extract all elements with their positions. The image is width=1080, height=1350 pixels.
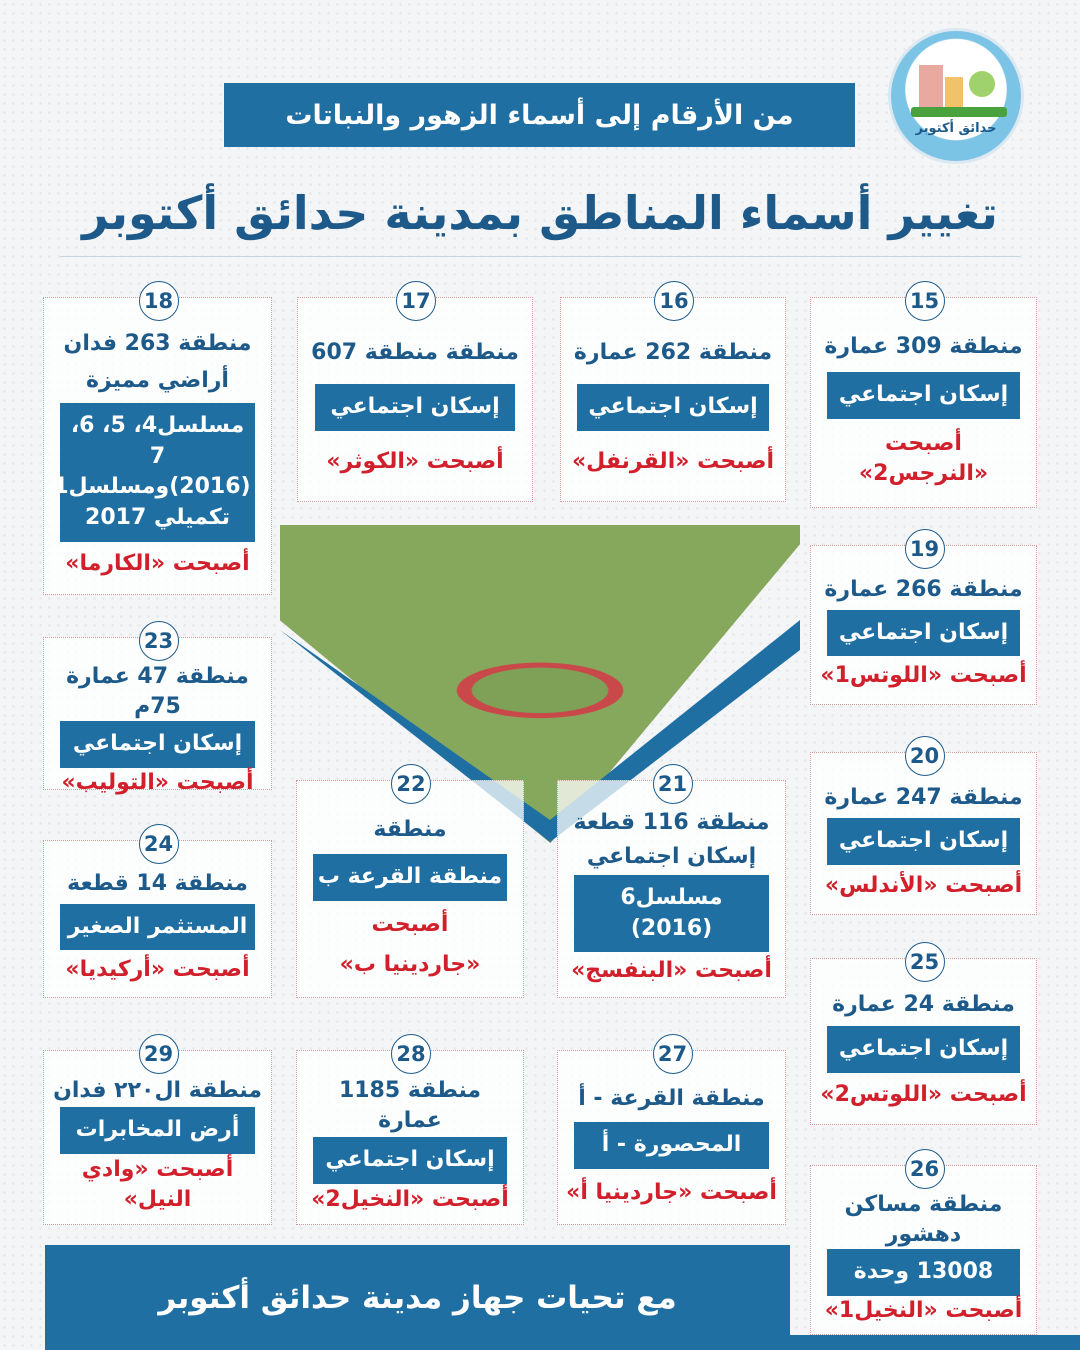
zone-number-badge: 21	[652, 764, 693, 804]
zone-number-badge: 19	[904, 529, 945, 569]
zone-card-17: 17 منطقة منطقة 607 إسكان اجتماعي أصبحت «الك…	[297, 281, 533, 502]
zone-type-box: إسكان اجتماعي	[313, 1136, 507, 1184]
city-logo: حدائق أكتوبر	[888, 28, 1024, 164]
zone-number-badge: 28	[391, 1034, 431, 1074]
zone-number-badge: 15	[904, 281, 945, 321]
zone-new-name: أصبحت «الكوثر»	[326, 449, 504, 475]
zone-description: أراضي مميزة	[86, 367, 229, 393]
zone-new-name: أصبحت «جاردينيا أ»	[566, 1179, 777, 1205]
zone-number-badge: 29	[138, 1034, 179, 1074]
zone-type-box: إسكان اجتماعي	[60, 721, 255, 769]
zone-number-badge: 24	[138, 824, 179, 864]
zone-number-badge: 26	[904, 1149, 945, 1189]
zone-type-box: إسكان اجتماعي	[827, 372, 1020, 420]
zone-type-box: إسكان اجتماعي	[827, 1026, 1020, 1073]
zone-description: منطقة 266 عمارة	[824, 576, 1023, 602]
zone-type-box: أرض المخابرات	[60, 1107, 255, 1155]
page-title: تغيير أسماء المناطق بمدينة حدائق أكتوبر	[82, 186, 998, 240]
zone-card-23: 23 منطقة 47 عمارة 75م إسكان اجتماعي أصبحت «…	[43, 621, 272, 795]
zone-new-name: أصبحت «أركيديا»	[65, 956, 250, 982]
zone-description: منطقة 14 قطعة	[67, 871, 248, 897]
zone-type-box: المستثمر الصغير	[60, 903, 255, 951]
zone-number-badge: 27	[652, 1034, 693, 1074]
zone-card-19: 19 منطقة 266 عمارة إسكان اجتماعي أصبحت «الل…	[810, 529, 1037, 705]
zone-description: منطقة 309 عمارة	[824, 334, 1023, 360]
zone-description: منطقة منطقة 607	[311, 340, 519, 366]
zone-new-name: أصبحت «اللوتس2»	[820, 1081, 1027, 1107]
footer-strip	[790, 1335, 1080, 1350]
zone-type-box: إسكان اجتماعي	[314, 384, 516, 431]
zone-new-name: أصبحت «القرنفل»	[571, 449, 775, 475]
zone-description: إسكان اجتماعي	[586, 843, 757, 869]
zone-description: منطقة 116 قطعة	[573, 810, 770, 836]
zone-type-box: إسكان اجتماعي	[577, 384, 769, 431]
zone-card-22: 22 منطقة منطقة القرعة ب أصبحت «جاردينيا ب»	[296, 764, 524, 998]
zone-type-box: منطقة القرعة ب	[313, 853, 507, 901]
zone-description: منطقة 24 عمارة	[832, 991, 1015, 1017]
logo-building-icon	[919, 65, 943, 109]
zone-card-20: 20 منطقة 247 عمارة إسكان اجتماعي أصبحت «الأ…	[810, 736, 1037, 915]
zone-description: منطقة	[373, 816, 447, 842]
zone-type-box: 13008 وحدة	[827, 1249, 1020, 1297]
zone-card-28: 28 منطقة 1185 عمارة إسكان اجتماعي أصبحت «ال…	[296, 1034, 524, 1225]
zone-description: منطقة 263 فدان	[63, 331, 252, 357]
zone-number-badge: 22	[391, 764, 431, 804]
zone-card-25: 25 منطقة 24 عمارة إسكان اجتماعي أصبحت «اللو…	[810, 942, 1037, 1125]
logo-building-icon	[945, 77, 963, 109]
zone-new-name: أصبحت «النخيل1»	[824, 1298, 1023, 1324]
zone-new-name: أصبحت «البنفسج»	[571, 957, 772, 983]
zone-card-26: 26 منطقة مساكن دهشور 13008 وحدة أصبحت «النخ…	[810, 1149, 1037, 1335]
zone-new-name: أصبحت «الكارما»	[65, 551, 250, 577]
zone-description: منطقة مساكن دهشور	[844, 1192, 1003, 1247]
logo-grass	[911, 107, 1007, 117]
zone-type-box: إسكان اجتماعي	[827, 818, 1020, 865]
zone-card-18: 18 منطقة 263 فدان أراضي مميزة مسلسل4، 5، 6،…	[43, 281, 272, 595]
zone-type-box: مسلسل6 (2016)	[574, 874, 769, 953]
zone-new-name: أصبحت «وادي النيل»	[81, 1157, 234, 1213]
zone-new-name: «جاردينيا ب»	[339, 951, 481, 977]
title-divider	[60, 256, 1020, 257]
zone-description: منطقة 47 عمارة 75م	[66, 664, 249, 719]
zone-description: منطقة 247 عمارة	[824, 784, 1023, 810]
zone-description: منطقة 262 عمارة	[573, 340, 773, 366]
zone-number-badge: 16	[654, 281, 694, 321]
zone-new-name: أصبحت «الأندلس»	[824, 872, 1023, 898]
zone-new-name: أصبحت «النرجس2»	[858, 431, 989, 487]
zone-new-name: أصبحت «التوليب»	[61, 770, 254, 796]
zone-type-box: مسلسل4، 5، 6، 7 (2016)ومسلسل1 تكميلي 201…	[53, 402, 255, 542]
zone-description: منطقة القرعة - أ	[578, 1085, 765, 1111]
zone-description: منطقة 1185 عمارة	[338, 1078, 482, 1133]
zone-new-name: أصبحت «اللوتس1»	[820, 663, 1027, 689]
zone-number-badge: 20	[904, 736, 945, 776]
zone-number-badge: 23	[138, 621, 179, 661]
zone-card-21: 21 منطقة 116 قطعة إسكان اجتماعي مسلسل6 (201…	[557, 764, 786, 998]
zone-card-16: 16 منطقة 262 عمارة إسكان اجتماعي أصبحت «الق…	[560, 281, 786, 502]
zone-new-name: أصبحت «النخيل2»	[311, 1187, 509, 1213]
logo-tree-icon	[969, 71, 995, 97]
zone-type-box: إسكان اجتماعي	[827, 609, 1020, 657]
logo-text: حدائق أكتوبر	[915, 121, 997, 136]
subtitle-banner: من الأرقام إلى أسماء الزهور والنباتات	[224, 83, 855, 147]
zone-number-badge: 18	[138, 281, 179, 321]
zone-number-badge: 17	[396, 281, 436, 321]
zone-card-24: 24 منطقة 14 قطعة المستثمر الصغير أصبحت «أرك…	[43, 824, 272, 998]
footer-banner: مع تحيات جهاز مدينة حدائق أكتوبر	[45, 1245, 790, 1350]
zone-number-badge: 25	[904, 942, 945, 982]
zone-card-15: 15 منطقة 309 عمارة إسكان اجتماعي أصبحت «الن…	[810, 281, 1037, 508]
zone-new-name: أصبحت	[371, 912, 449, 938]
zone-description: منطقة ال٢٢٠ فدان	[53, 1078, 262, 1104]
zone-type-box: المحصورة - أ	[574, 1122, 769, 1169]
zone-card-29: 29 منطقة ال٢٢٠ فدان أرض المخابرات أصبحت «وا…	[43, 1034, 272, 1225]
zone-card-27: 27 منطقة القرعة - أ المحصورة - أ أصبحت «جار…	[557, 1034, 786, 1225]
